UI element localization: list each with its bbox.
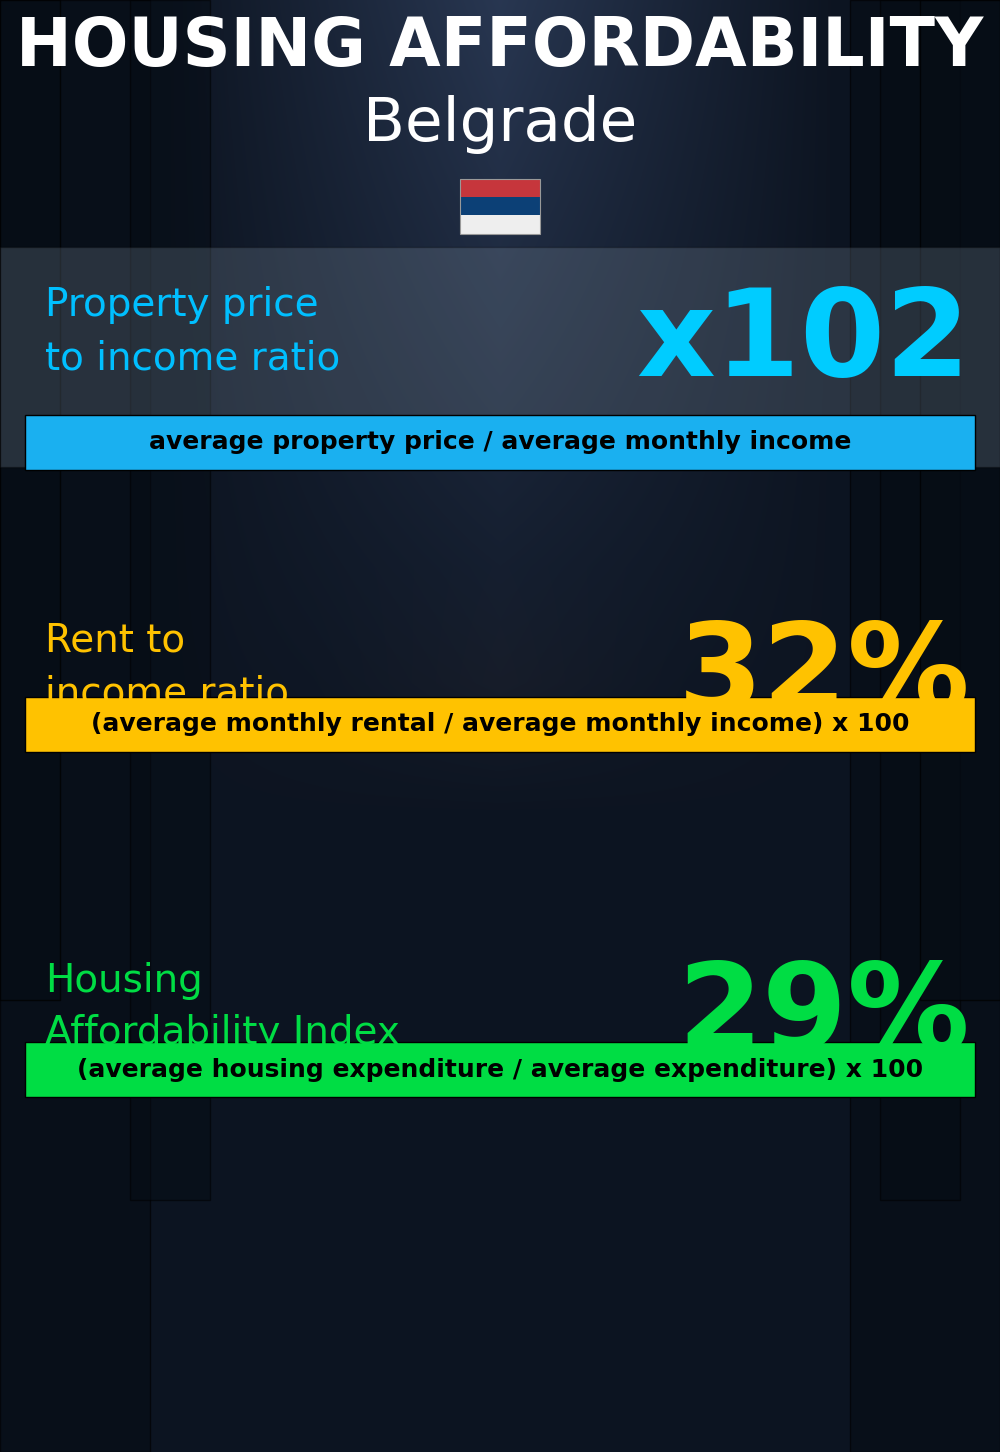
Text: (average monthly rental / average monthly income) x 100: (average monthly rental / average monthl…: [91, 713, 909, 736]
FancyBboxPatch shape: [850, 0, 1000, 1452]
Bar: [460, 197, 540, 215]
Bar: [460, 215, 540, 234]
FancyBboxPatch shape: [0, 0, 150, 1452]
FancyBboxPatch shape: [25, 1043, 975, 1098]
FancyBboxPatch shape: [0, 247, 1000, 468]
Bar: [460, 179, 540, 197]
Text: 32%: 32%: [677, 619, 970, 736]
Text: (average housing expenditure / average expenditure) x 100: (average housing expenditure / average e…: [77, 1057, 923, 1082]
Text: 29%: 29%: [677, 958, 970, 1076]
Text: Rent to
income ratio: Rent to income ratio: [45, 621, 289, 713]
Text: HOUSING AFFORDABILITY: HOUSING AFFORDABILITY: [16, 15, 984, 80]
Text: average property price / average monthly income: average property price / average monthly…: [149, 430, 851, 454]
FancyBboxPatch shape: [25, 697, 975, 752]
Text: Housing
Affordability Index: Housing Affordability Index: [45, 961, 400, 1053]
FancyBboxPatch shape: [920, 0, 1000, 1000]
FancyBboxPatch shape: [25, 415, 975, 470]
Text: Belgrade: Belgrade: [363, 94, 637, 154]
Text: x102: x102: [636, 283, 970, 401]
FancyBboxPatch shape: [880, 0, 960, 1199]
FancyBboxPatch shape: [0, 0, 60, 1000]
Text: Property price
to income ratio: Property price to income ratio: [45, 286, 340, 378]
FancyBboxPatch shape: [130, 0, 210, 1199]
Bar: [460, 179, 540, 234]
